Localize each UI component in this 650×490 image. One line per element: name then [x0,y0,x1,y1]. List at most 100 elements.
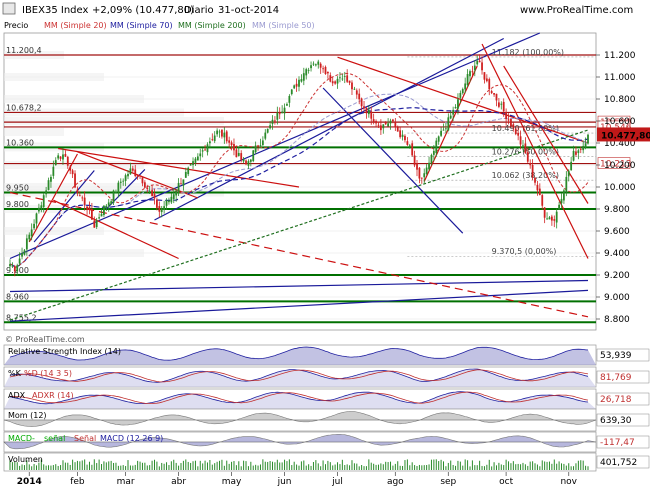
candle-body [555,211,558,223]
candle-body [124,175,127,181]
candle-body [394,122,397,128]
candle-body [563,190,565,201]
candle-body [90,208,93,220]
candle-body [160,208,163,213]
price-legend: Precio MM (Simple 20) MM (Simple 70) MM … [4,21,315,30]
candle-body [336,78,339,84]
price-tick-label: 8.800 [604,315,630,325]
month-label: sep [440,477,456,487]
candle-body [278,113,281,115]
candle-body [192,161,194,166]
candle-body [218,131,221,133]
candle-body [225,131,228,142]
candle-body [283,107,286,114]
candle-body [300,79,303,82]
candle-body [379,125,382,131]
candle-body [305,69,308,76]
candle-body [570,161,573,171]
price-tick-label: 10.400 [604,139,636,149]
candle-body [459,92,462,98]
price-volume-bar [4,249,144,257]
red-level-label: 10.678,2 [6,103,42,112]
stoch-value: 81,769 [600,373,632,383]
candle-body [74,173,76,188]
candle-body [560,198,563,204]
candle-body [182,179,185,186]
candle-body [502,101,505,112]
candle-body [360,98,363,107]
candle-body [319,63,322,68]
candle-body [21,252,23,257]
fib-level-label: 9.370,5 (0,00%) [492,247,557,256]
trend-line [322,87,464,234]
candle-body [25,238,28,250]
candle-body [435,140,438,154]
candle-body [242,159,245,162]
candle-body [370,111,373,119]
symbol-label: IBEX35 Index [22,5,88,16]
candle-body [534,177,536,183]
candle-body [339,77,341,79]
candle-body [62,154,64,160]
price-volume-bar [4,73,104,81]
candle-body [177,182,180,192]
candle-body [105,205,108,208]
candle-body [71,170,74,175]
candle-body [13,266,16,272]
price-volume-bar [4,183,184,191]
candle-body [76,189,79,194]
macd-value: -117,47 [600,438,635,448]
candle-body [546,218,548,220]
mom-title: Mom (12) [8,411,47,420]
candle-body [490,91,493,94]
candle-body [517,132,520,136]
candle-body [442,129,445,131]
candle-body [42,195,45,208]
candle-body [341,78,344,80]
candle-body [406,141,409,145]
fib-level-label: 10.062 (38,20%) [492,171,559,180]
mom-area [3,411,597,427]
price-tick-label: 10.200 [604,161,636,171]
candle-body [334,81,337,84]
candle-body [290,89,293,95]
header-icon[interactable] [2,2,16,15]
candle-body [266,128,269,133]
candle-body [139,175,141,177]
candle-body [206,144,209,153]
candle-body [254,145,257,153]
last-price-tag [597,127,650,142]
candles [9,54,589,277]
candle-body [18,258,21,264]
candle-body [531,164,534,178]
candle-body [317,61,320,65]
rsi-value: 53,939 [600,351,632,361]
candle-body [327,71,329,74]
candle-body [286,104,288,106]
change-label: +2,09% (10.477,80) [92,5,194,16]
candle-body [249,159,252,162]
candle-body [411,143,414,156]
candle-body [28,234,31,240]
candle-body [189,163,192,166]
candle-body [488,79,491,90]
candle-body [457,99,459,109]
candle-body [526,152,529,162]
candle-body [257,145,259,147]
candle-body [156,199,158,208]
candle-body [187,167,190,175]
candle-body [261,140,264,146]
candle-body [430,154,433,164]
vol-value: 401,752 [600,458,637,468]
candle-body [93,220,96,228]
macd-title: Señal [74,434,96,443]
candle-body [358,93,361,100]
candle-body [66,156,69,166]
price-tick-label: 11.000 [604,73,636,83]
price-tick-label: 9.000 [604,293,630,303]
candle-body [389,120,392,124]
candle-body [420,177,423,179]
candle-body [235,149,238,158]
candle-body [582,146,585,151]
